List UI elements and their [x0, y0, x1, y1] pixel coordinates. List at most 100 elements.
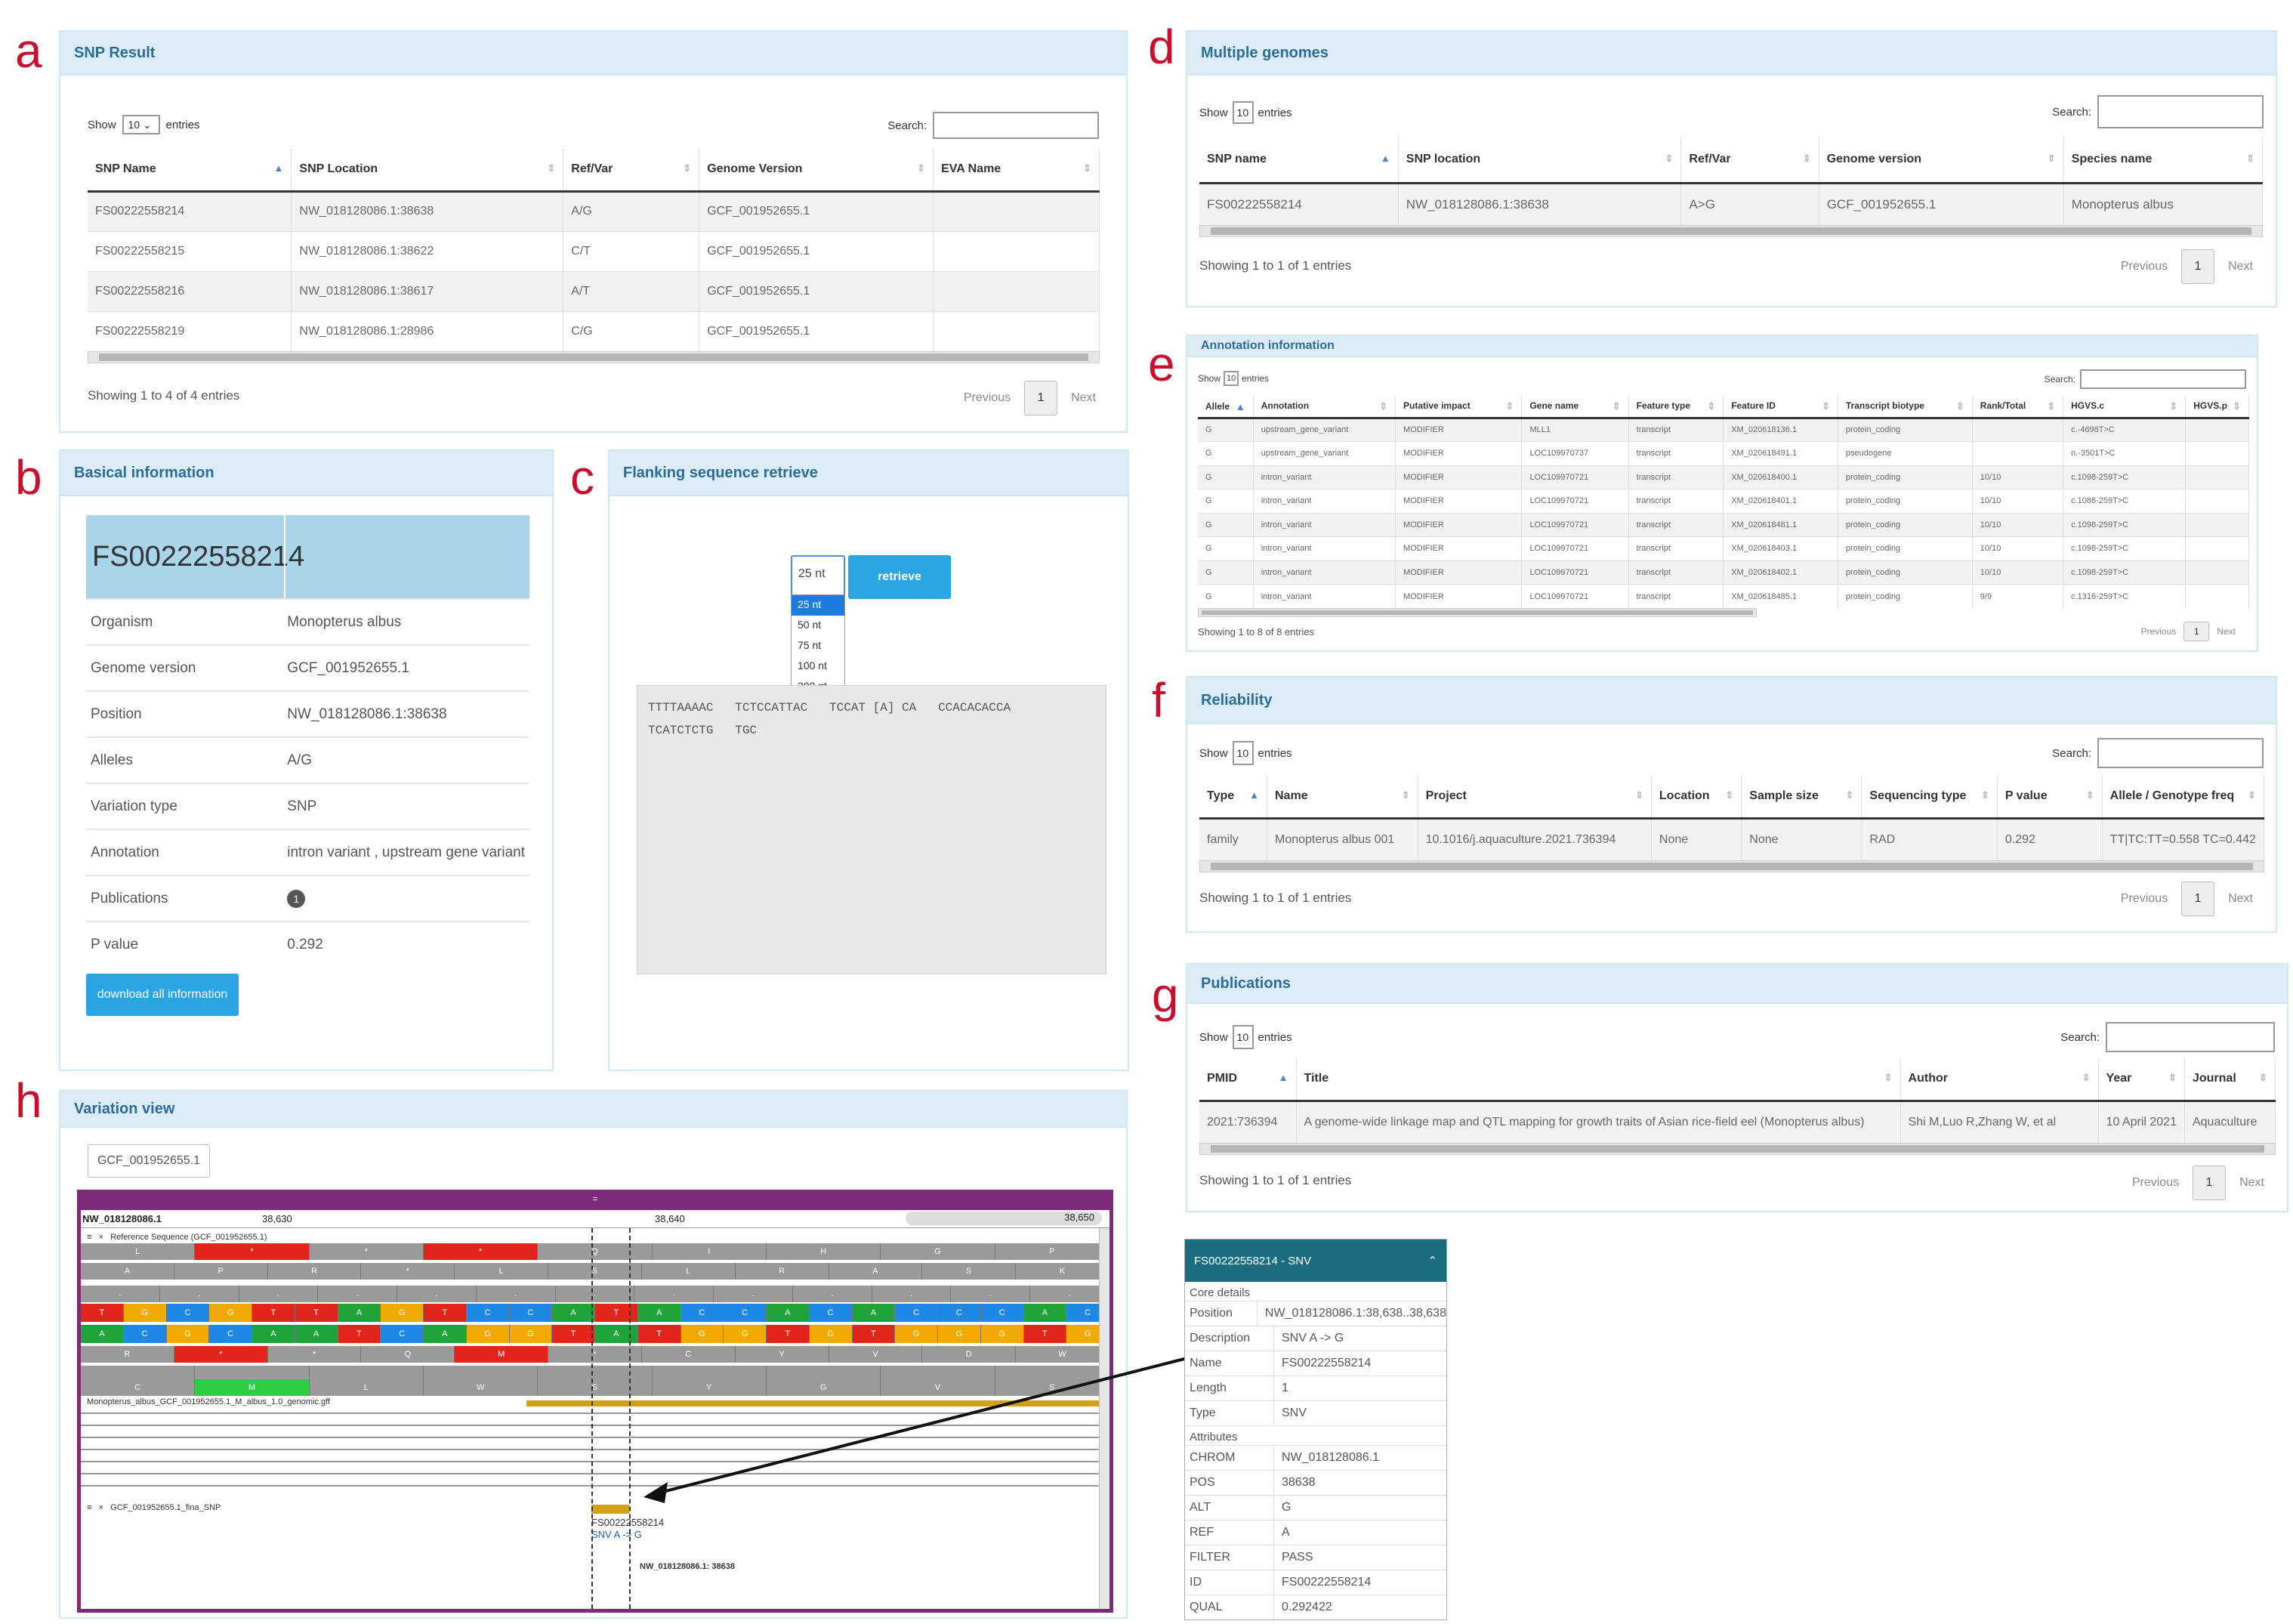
entries-select[interactable]: 10	[1224, 371, 1239, 386]
next-button[interactable]: Next	[1071, 391, 1096, 404]
sequence-textarea[interactable]: TTTTAAAAC TCTCCATTAC TCCAT [A] CA CCACAC…	[637, 685, 1106, 974]
horizontal-scrollbar[interactable]	[1199, 1143, 2276, 1155]
table-row[interactable]: FS00222558216 NW_018128086.1:38617 A/T GCF_…	[88, 270, 1100, 311]
search-input[interactable]	[2106, 1022, 2275, 1052]
previous-button[interactable]: Previous	[2140, 626, 2177, 637]
column-header[interactable]: Genome version ⇕	[1819, 137, 2064, 184]
length-option[interactable]: 50 nt	[798, 619, 822, 631]
search-input[interactable]	[2097, 95, 2264, 128]
page-1-button[interactable]: 1	[2193, 1166, 2227, 1200]
page-1-button[interactable]: 1	[2181, 881, 2215, 916]
collapse-icon[interactable]: ⌃	[1427, 1255, 1437, 1267]
column-header[interactable]: Gene name ⇕	[1521, 397, 1629, 419]
gene-feature[interactable]	[526, 1400, 1109, 1406]
zoom-control[interactable]: 38,650	[906, 1212, 1102, 1225]
column-header[interactable]: Putative impact ⇕	[1395, 397, 1523, 419]
column-header[interactable]: Project ⇕	[1418, 776, 1652, 820]
horizontal-scrollbar[interactable]	[1199, 860, 2264, 872]
horizontal-scrollbar[interactable]	[1199, 225, 2263, 237]
column-header[interactable]: Journal ⇕	[2184, 1058, 2276, 1102]
column-header[interactable]: Type ▲	[1199, 776, 1267, 820]
snp-feature[interactable]	[591, 1505, 629, 1514]
column-header[interactable]: Feature ID ⇕	[1723, 397, 1838, 419]
table-row[interactable]: FS00222558215 NW_018128086.1:38622 C/T GCF_…	[88, 230, 1100, 271]
next-button[interactable]: Next	[2228, 260, 2253, 273]
column-header[interactable]: Transcript biotype ⇕	[1838, 397, 1973, 419]
column-header[interactable]: Allele ▲	[1198, 397, 1254, 419]
column-header[interactable]: Annotation ⇕	[1253, 397, 1396, 419]
column-header[interactable]: Ref/Var ⇕	[1680, 137, 1819, 184]
column-header[interactable]: Sample size ⇕	[1741, 776, 1862, 820]
track-label[interactable]: Monopterus_albus_GCF_001952655.1_M_albus…	[87, 1397, 331, 1406]
column-header[interactable]: Location ⇕	[1651, 776, 1742, 820]
nucleotide: T	[252, 1304, 295, 1322]
search-label: Search:	[887, 119, 927, 132]
previous-button[interactable]: Previous	[2120, 892, 2168, 905]
previous-button[interactable]: Previous	[2131, 1176, 2180, 1189]
horizontal-scrollbar[interactable]	[1198, 608, 1757, 617]
column-header[interactable]: Genome Version ⇕	[699, 149, 934, 193]
search-input[interactable]	[2080, 369, 2246, 389]
genome-browser[interactable]: = NW_018128086.1 38,630 38,640 38,650 L *…	[77, 1190, 1113, 1613]
column-header[interactable]: Allele / Genotype freq ⇕	[2102, 776, 2265, 820]
table-row[interactable]: 2021:736394 A genome-wide linkage map and…	[1199, 1100, 2276, 1143]
publications-badge[interactable]: 1	[287, 889, 306, 908]
next-button[interactable]: Next	[2239, 1176, 2264, 1189]
length-select[interactable]: 25 nt	[791, 555, 845, 597]
column-header[interactable]: PMID ▲	[1199, 1058, 1297, 1102]
download-all-button[interactable]: download all information	[86, 974, 239, 1016]
next-button[interactable]: Next	[2217, 626, 2236, 637]
horizontal-scrollbar[interactable]	[88, 351, 1100, 363]
column-header[interactable]: Author ⇕	[1900, 1058, 2099, 1102]
entries-select[interactable]: 10 ⌄	[122, 115, 160, 134]
column-header[interactable]: SNP name ▲	[1199, 137, 1399, 184]
column-header[interactable]: Feature type ⇕	[1628, 397, 1724, 419]
column-header[interactable]: P value ⇕	[1997, 776, 2103, 820]
column-header[interactable]: Title ⇕	[1296, 1058, 1901, 1102]
column-header[interactable]: Name ⇕	[1267, 776, 1418, 820]
table-row[interactable]: FS00222558214 NW_018128086.1:38638 A/G GCF_…	[88, 190, 1100, 231]
column-header[interactable]: SNP location ⇕	[1398, 137, 1682, 184]
length-option[interactable]: 75 nt	[798, 639, 822, 651]
column-header[interactable]: Ref/Var ⇕	[563, 149, 700, 193]
column-header[interactable]: HGVS.p ⇕	[2185, 397, 2249, 419]
table-row[interactable]: FS00222558214 NW_018128086.1:38638 A>G GCF_…	[1199, 182, 2264, 225]
column-header[interactable]: Year ⇕	[2098, 1058, 2185, 1102]
column-header[interactable]: Sequencing type ⇕	[1861, 776, 1998, 820]
page-1-button[interactable]: 1	[2183, 622, 2210, 641]
column-header[interactable]: SNP Name ▲	[88, 149, 292, 193]
vertical-scrollbar[interactable]	[1099, 1228, 1109, 1609]
entries-select[interactable]: 10	[1232, 101, 1254, 124]
previous-button[interactable]: Previous	[2120, 260, 2168, 273]
page-1-button[interactable]: 1	[1024, 381, 1058, 415]
browser-menubar[interactable]: =	[81, 1193, 1109, 1210]
track-label[interactable]: ≡ × GCF_001952655.1_fina_SNP	[81, 1503, 227, 1515]
column-header[interactable]: EVA Name ⇕	[933, 149, 1100, 193]
table-row[interactable]: FS00222558219 NW_018128086.1:28986 C/G GCF_…	[88, 310, 1100, 351]
entries-select[interactable]: 10	[1232, 741, 1254, 765]
genome-selector-button[interactable]: GCF_001952655.1	[88, 1144, 210, 1178]
entries-select[interactable]: 10	[1232, 1025, 1254, 1049]
table-row[interactable]: family Monopterus albus 001 10.1016/j.aqua…	[1199, 817, 2265, 860]
page-1-button[interactable]: 1	[2181, 249, 2215, 284]
column-header[interactable]: Rank/Total ⇕	[1972, 397, 2064, 419]
column-header[interactable]: HGVS.c ⇕	[2063, 397, 2187, 419]
column-header[interactable]: SNP Location ⇕	[291, 149, 564, 193]
retrieve-button[interactable]: retrieve	[848, 555, 951, 599]
track-label[interactable]: ≡ × Reference Sequence (GCF_001952655.1)	[81, 1233, 273, 1243]
length-option[interactable]: 25 nt	[792, 595, 844, 616]
previous-button[interactable]: Previous	[963, 391, 1011, 404]
length-option[interactable]: 100 nt	[798, 659, 827, 672]
next-button[interactable]: Next	[2228, 892, 2253, 905]
search-input[interactable]	[933, 112, 1099, 139]
search-input[interactable]	[2097, 738, 2264, 768]
column-header[interactable]: Species name ⇕	[2063, 137, 2264, 184]
